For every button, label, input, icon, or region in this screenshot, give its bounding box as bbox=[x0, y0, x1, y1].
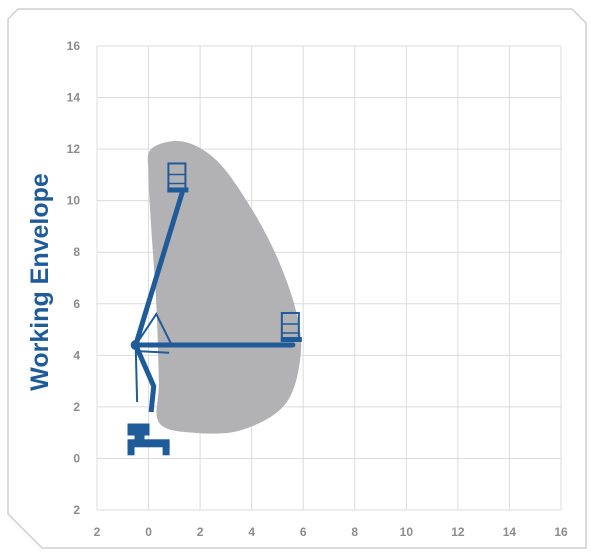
x-axis-ticks: 2 0 2 4 6 8 10 12 14 16 bbox=[94, 525, 568, 539]
turntable-post bbox=[134, 433, 145, 442]
x-tick-label: 8 bbox=[351, 525, 358, 539]
y-tick-label: 4 bbox=[73, 348, 80, 362]
lower-arm bbox=[133, 344, 157, 413]
machine-silhouette bbox=[127, 162, 302, 456]
diagram-title: Working Envelope bbox=[26, 173, 54, 391]
y-tick-label: 12 bbox=[67, 142, 81, 156]
y-axis-ticks: 16 14 12 10 8 6 4 2 0 2 bbox=[67, 39, 81, 517]
diagram-frame bbox=[7, 8, 587, 549]
y-tick-label: 2 bbox=[73, 503, 80, 517]
x-tick-label: 10 bbox=[400, 525, 414, 539]
jib-link bbox=[134, 312, 173, 346]
y-tick-label: 8 bbox=[73, 245, 80, 259]
boom-raised bbox=[133, 190, 185, 348]
y-tick-label: 10 bbox=[67, 194, 81, 208]
x-tick-label: 16 bbox=[554, 525, 568, 539]
x-tick-label: 6 bbox=[300, 525, 307, 539]
turntable bbox=[127, 423, 150, 436]
y-tick-label: 6 bbox=[73, 297, 80, 311]
x-tick-label: 14 bbox=[503, 525, 517, 539]
wheel-left bbox=[127, 443, 135, 456]
platform-extended-floor bbox=[280, 336, 302, 342]
x-tick-label: 0 bbox=[145, 525, 152, 539]
y-tick-label: 16 bbox=[67, 39, 81, 53]
chassis bbox=[127, 439, 170, 448]
working-envelope-area bbox=[147, 140, 302, 434]
platform-raised-floor bbox=[167, 187, 189, 193]
lower-arm-link bbox=[134, 344, 139, 403]
x-tick-label: 2 bbox=[197, 525, 204, 539]
x-tick-label: 12 bbox=[451, 525, 465, 539]
grid bbox=[96, 45, 562, 511]
pivot-joint bbox=[130, 340, 141, 351]
y-tick-label: 14 bbox=[67, 91, 81, 105]
x-tick-label: 2 bbox=[94, 525, 101, 539]
boom-link bbox=[135, 350, 170, 354]
y-tick-label: 2 bbox=[73, 400, 80, 414]
y-tick-label: 0 bbox=[73, 451, 80, 465]
x-tick-label: 4 bbox=[248, 525, 255, 539]
wheel-right bbox=[162, 443, 170, 456]
